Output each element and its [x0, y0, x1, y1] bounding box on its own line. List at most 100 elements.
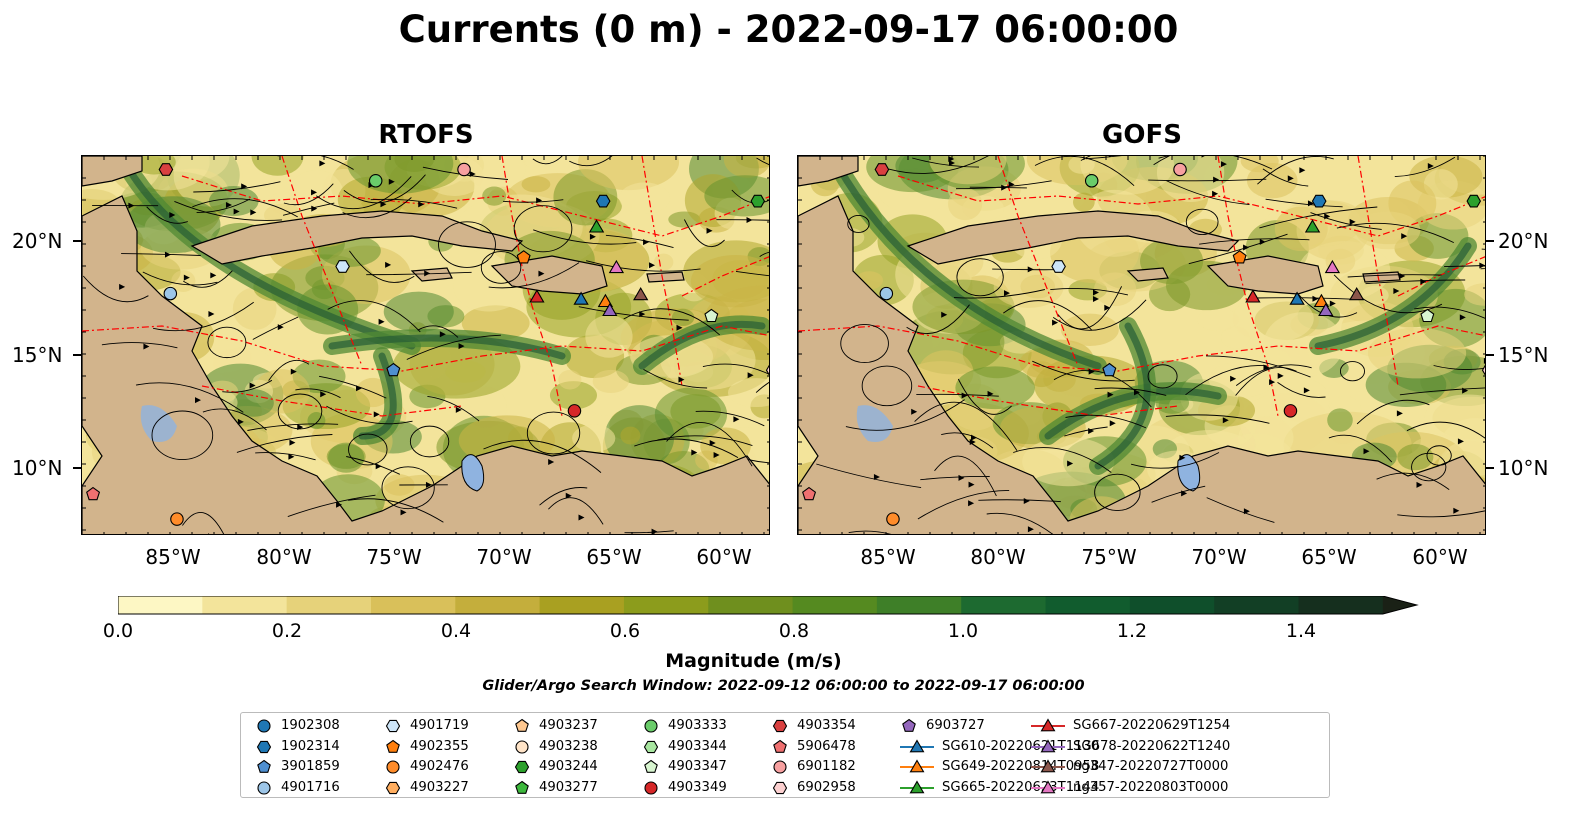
- legend-label: 1902308: [281, 718, 340, 733]
- rtofs-marker-SG667-20220629T1254: [529, 289, 545, 303]
- lat-label-15n-right: 15°N: [1498, 343, 1549, 367]
- colorbar: [118, 596, 1419, 615]
- tick-15n-left: [73, 354, 81, 356]
- gofs-marker-4902355: [1232, 250, 1247, 264]
- rtofs-marker-SG610-20220621T1130: [573, 291, 589, 305]
- legend-label: SG665-20220623T1144: [942, 779, 1100, 795]
- legend-item: ng347-20220727T0000: [1031, 758, 1228, 776]
- legend-label: 1902314: [281, 738, 340, 754]
- lat-label-10n-right: 10°N: [1498, 456, 1549, 480]
- legend-pentagon-icon: [773, 739, 787, 753]
- rtofs-marker-4903347: [704, 308, 719, 323]
- legend-item: 4903277: [513, 779, 598, 797]
- lon-label-75w-right: 75°W: [1081, 545, 1137, 569]
- legend-label: 3901859: [281, 759, 340, 774]
- colorbar-tick-6: 1.2: [1116, 620, 1148, 642]
- colorbar-bin-4: [455, 596, 541, 614]
- legend-label: SG667-20220629T1254: [1073, 718, 1231, 733]
- legend-label: 4902355: [410, 738, 469, 754]
- rtofs-marker-6901182: [457, 162, 471, 177]
- gofs-magnitude-field: [798, 156, 1485, 534]
- gofs-marker-1902314: [1311, 194, 1327, 208]
- gofs-marker-4902476: [886, 512, 900, 526]
- legend-triangle-icon: [1031, 759, 1065, 773]
- colorbar-tick-0: 0.0: [102, 620, 134, 642]
- legend-label: 5906478: [797, 738, 856, 754]
- rtofs-marker-SG678-20220622T1240: [602, 302, 618, 317]
- rtofs-streamlines: [82, 156, 769, 534]
- legend-label: 4901716: [281, 779, 340, 795]
- legend-label: 4902476: [410, 759, 469, 774]
- colorbar-bin-6: [623, 596, 709, 614]
- gofs-markers: [802, 162, 1485, 526]
- colorbar-bin-10: [961, 596, 1047, 614]
- gofs-marker-SG665-20220623T1144: [1304, 219, 1321, 233]
- gofs-marker-4903354: [874, 163, 890, 176]
- legend-item: 4903244: [513, 758, 598, 776]
- gofs-svg: [798, 156, 1485, 534]
- lon-label-60w-left: 60°W: [696, 545, 752, 569]
- gofs-streamlines: [816, 156, 1485, 534]
- rtofs-marker-SG665-20220623T1144: [588, 219, 605, 233]
- legend-label: 6903727: [926, 718, 985, 733]
- legend-item: 1902308: [255, 717, 340, 735]
- map-rtofs: [81, 155, 770, 535]
- colorbar-tick-3: 0.6: [609, 620, 641, 642]
- legend-hexagon-icon: [643, 740, 659, 753]
- legend-item: 6901182: [771, 758, 856, 776]
- panel-title-gofs: GOFS: [1102, 120, 1182, 150]
- lon-label-70w-right: 70°W: [1191, 545, 1247, 569]
- rtofs-marker-4902355: [516, 250, 531, 264]
- legend-hexagon-icon: [772, 719, 788, 733]
- legend-hexagon-icon: [514, 760, 530, 774]
- colorbar-bin-8: [792, 596, 878, 614]
- tick-10n-right: [1486, 467, 1494, 469]
- colorbar-label: Magnitude (m/s): [665, 650, 842, 672]
- colorbar-extend-arrow: [1382, 596, 1417, 614]
- colorbar-bin-13: [1214, 596, 1300, 614]
- gofs-eez-boundaries: [798, 156, 1485, 417]
- lat-label-20n-left: 20°N: [12, 229, 63, 253]
- gofs-marker-4901716: [879, 286, 894, 301]
- gofs-land: [798, 156, 1485, 534]
- colorbar-tick-5: 1.0: [947, 620, 979, 642]
- gofs-marker-4903333: [1084, 174, 1099, 188]
- rtofs-marker-4902476: [170, 512, 184, 526]
- rtofs-marker-4903244: [750, 194, 766, 208]
- legend-item: 4901716: [255, 779, 340, 797]
- legend-label: 6902958: [797, 779, 856, 795]
- panel-title-rtofs: RTOFS: [378, 120, 474, 150]
- rtofs-marker-3901859: [386, 362, 401, 377]
- legend-item: 1902314: [255, 738, 340, 756]
- legend-label: 4903333: [668, 718, 727, 733]
- legend-item: SG665-20220623T1144: [900, 779, 1099, 797]
- legend-item: 4903227: [384, 779, 469, 797]
- legend-label: 4903277: [539, 779, 598, 795]
- rtofs-marker-5906478: [86, 486, 101, 501]
- legend-label: 4901719: [410, 718, 469, 733]
- legend-pentagon-icon: [515, 718, 529, 732]
- colorbar-bin-5: [539, 596, 625, 614]
- rtofs-marker-ng347-20220727T0000: [633, 287, 649, 301]
- lat-label-15n-left: 15°N: [12, 343, 63, 367]
- figure-title: Currents (0 m) - 2022-09-17 06:00:00: [398, 8, 1179, 51]
- legend-label: SG678-20220622T1240: [1073, 738, 1231, 754]
- legend-item: 4903333: [642, 717, 727, 735]
- legend-pentagon-icon: [386, 739, 400, 753]
- legend-label: ng347-20220727T0000: [1073, 759, 1229, 774]
- legend-circle-icon: [644, 719, 658, 733]
- legend-item: 4903238: [513, 738, 598, 756]
- colorbar-bin-3: [370, 596, 456, 614]
- gofs-marker-4903347: [1420, 308, 1435, 323]
- rtofs-marker-ng357-20220803T0000: [608, 259, 625, 274]
- rtofs-land: [82, 156, 769, 534]
- legend-label: SG610-20220621T1130: [942, 738, 1100, 754]
- gofs-marker-3901859: [1102, 362, 1117, 377]
- gofs-marker-SG667-20220629T1254: [1245, 289, 1261, 303]
- legend-item: 4901719: [384, 717, 469, 735]
- legend-triangle-icon: [1031, 718, 1065, 732]
- tick-20n-left: [73, 240, 81, 242]
- legend-circle-icon: [515, 739, 529, 754]
- lon-label-80w-left: 80°W: [256, 545, 312, 569]
- legend-hexagon-icon: [256, 740, 272, 753]
